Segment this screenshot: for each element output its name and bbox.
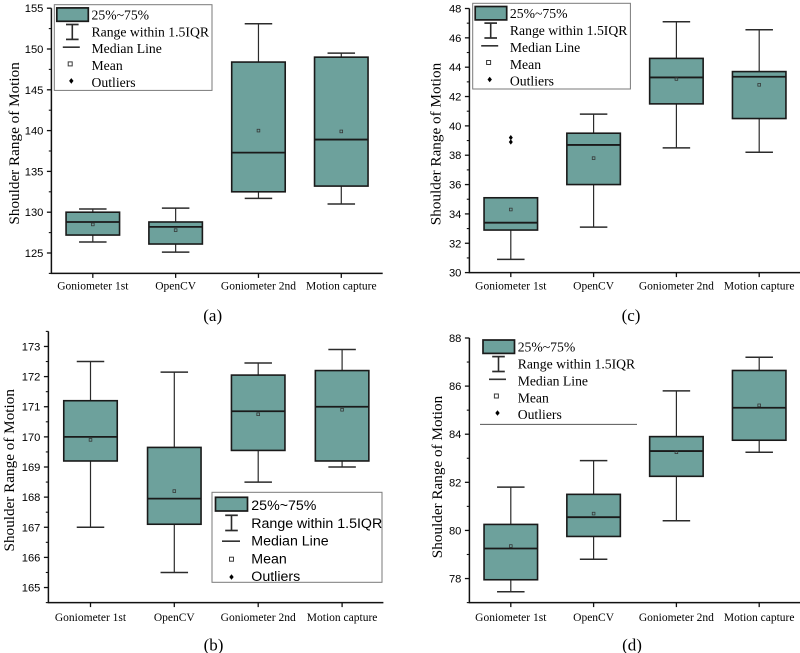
svg-text:Shoulder Range of Motion: Shoulder Range of Motion bbox=[429, 395, 446, 558]
svg-text:Median Line: Median Line bbox=[518, 373, 588, 388]
svg-text:Range within 1.5IQR: Range within 1.5IQR bbox=[92, 25, 210, 40]
svg-text:170: 170 bbox=[22, 432, 41, 444]
svg-text:Goniometer 1st: Goniometer 1st bbox=[475, 612, 547, 624]
svg-text:Goniometer 1st: Goniometer 1st bbox=[55, 612, 127, 624]
svg-text:Mean: Mean bbox=[92, 58, 123, 73]
svg-text:Range within 1.5IQR: Range within 1.5IQR bbox=[251, 516, 382, 532]
svg-text:Goniometer 1st: Goniometer 1st bbox=[57, 281, 129, 293]
svg-text:25%~75%: 25%~75% bbox=[251, 498, 316, 514]
svg-text:Mean: Mean bbox=[251, 551, 286, 567]
svg-text:135: 135 bbox=[25, 166, 44, 178]
svg-text:38: 38 bbox=[449, 150, 461, 162]
svg-text:173: 173 bbox=[22, 341, 41, 353]
svg-text:140: 140 bbox=[25, 126, 44, 138]
svg-text:36: 36 bbox=[449, 180, 461, 192]
svg-text:OpenCV: OpenCV bbox=[154, 612, 196, 624]
svg-text:Goniometer 2nd: Goniometer 2nd bbox=[639, 281, 714, 293]
svg-text:34: 34 bbox=[449, 209, 461, 221]
svg-text:44: 44 bbox=[449, 62, 461, 74]
svg-text:Motion capture: Motion capture bbox=[724, 612, 795, 624]
svg-text:155: 155 bbox=[25, 3, 44, 15]
svg-text:25%~75%: 25%~75% bbox=[92, 8, 150, 23]
svg-text:40: 40 bbox=[449, 121, 461, 133]
svg-text:Median Line: Median Line bbox=[510, 40, 580, 55]
svg-text:(b): (b) bbox=[204, 636, 224, 653]
svg-text:130: 130 bbox=[25, 207, 44, 219]
svg-text:Mean: Mean bbox=[518, 390, 549, 405]
svg-text:172: 172 bbox=[22, 372, 41, 384]
svg-text:42: 42 bbox=[449, 92, 461, 104]
svg-text:171: 171 bbox=[22, 402, 41, 414]
svg-text:OpenCV: OpenCV bbox=[573, 612, 615, 624]
svg-text:46: 46 bbox=[449, 33, 461, 45]
svg-text:Motion capture: Motion capture bbox=[306, 281, 377, 293]
svg-text:32: 32 bbox=[449, 238, 461, 250]
svg-text:125: 125 bbox=[25, 248, 44, 260]
svg-text:Goniometer 1st: Goniometer 1st bbox=[475, 281, 547, 293]
svg-text:Goniometer 2nd: Goniometer 2nd bbox=[639, 612, 714, 624]
svg-text:169: 169 bbox=[22, 462, 41, 474]
svg-text:166: 166 bbox=[22, 552, 41, 564]
svg-text:84: 84 bbox=[449, 429, 461, 441]
svg-text:(c): (c) bbox=[622, 306, 641, 325]
svg-text:Range within 1.5IQR: Range within 1.5IQR bbox=[510, 23, 628, 38]
svg-text:Mean: Mean bbox=[510, 57, 541, 72]
svg-text:145: 145 bbox=[25, 85, 44, 97]
svg-text:Median Line: Median Line bbox=[251, 534, 328, 550]
svg-text:Shoulder Range of Motion: Shoulder Range of Motion bbox=[428, 62, 445, 225]
svg-text:(a): (a) bbox=[203, 306, 222, 325]
svg-text:Goniometer 2nd: Goniometer 2nd bbox=[221, 281, 296, 293]
svg-text:OpenCV: OpenCV bbox=[573, 281, 615, 293]
svg-text:Motion capture: Motion capture bbox=[307, 612, 378, 624]
svg-text:82: 82 bbox=[449, 477, 461, 489]
svg-text:150: 150 bbox=[25, 44, 44, 56]
svg-text:Motion capture: Motion capture bbox=[724, 281, 795, 293]
svg-text:25%~75%: 25%~75% bbox=[510, 6, 568, 21]
svg-text:30: 30 bbox=[449, 268, 461, 280]
svg-text:48: 48 bbox=[449, 4, 461, 16]
svg-text:Outliers: Outliers bbox=[510, 73, 554, 88]
svg-text:86: 86 bbox=[449, 381, 461, 393]
svg-text:88: 88 bbox=[449, 333, 461, 345]
svg-text:80: 80 bbox=[449, 525, 461, 537]
svg-text:Shoulder Range of Motion: Shoulder Range of Motion bbox=[6, 62, 23, 225]
svg-text:165: 165 bbox=[22, 583, 41, 595]
svg-text:Range within 1.5IQR: Range within 1.5IQR bbox=[518, 357, 636, 372]
svg-text:OpenCV: OpenCV bbox=[155, 281, 197, 293]
svg-text:Outliers: Outliers bbox=[92, 75, 136, 90]
svg-text:25%~75%: 25%~75% bbox=[518, 340, 576, 355]
svg-text:Shoulder Range of Motion: Shoulder Range of Motion bbox=[1, 389, 18, 552]
svg-text:Outliers: Outliers bbox=[251, 569, 300, 585]
svg-text:78: 78 bbox=[449, 574, 461, 586]
svg-text:167: 167 bbox=[22, 522, 41, 534]
svg-text:Outliers: Outliers bbox=[518, 407, 562, 422]
svg-text:Median Line: Median Line bbox=[92, 41, 162, 56]
svg-text:168: 168 bbox=[22, 492, 41, 504]
svg-text:(d): (d) bbox=[622, 636, 642, 653]
svg-text:Goniometer 2nd: Goniometer 2nd bbox=[221, 612, 296, 624]
